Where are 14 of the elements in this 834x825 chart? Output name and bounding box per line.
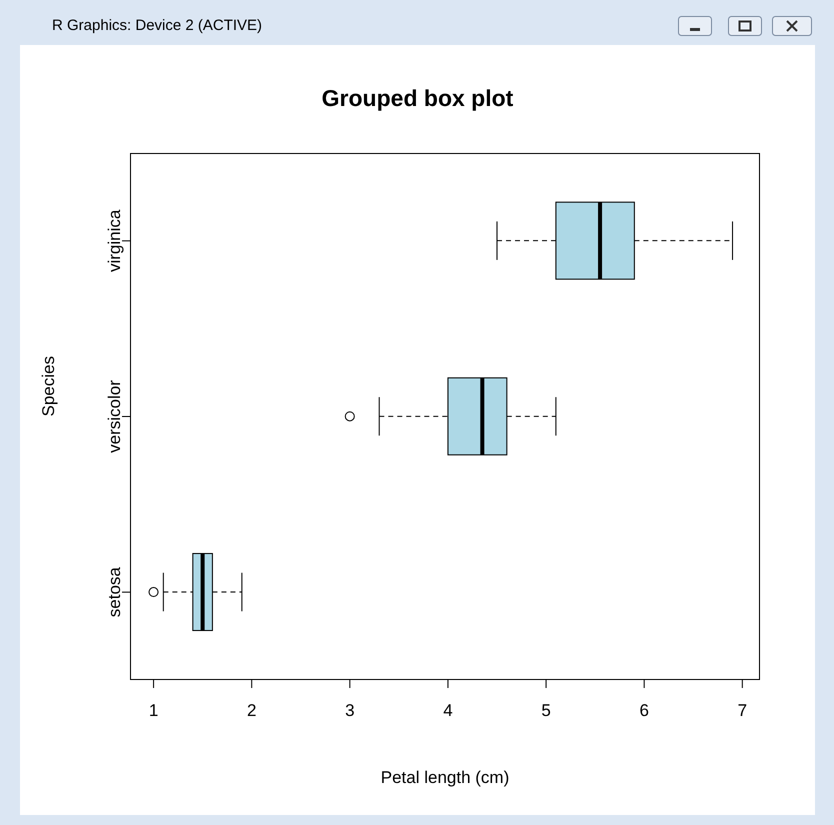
x-tick-label: 3 bbox=[345, 701, 355, 720]
x-tick-label: 1 bbox=[148, 701, 158, 720]
x-tick-label: 2 bbox=[246, 701, 256, 720]
x-tick-label: 4 bbox=[443, 701, 453, 720]
x-tick-label: 6 bbox=[639, 701, 649, 720]
y-tick-label: setosa bbox=[105, 566, 124, 618]
y-tick-label: virginica bbox=[105, 209, 124, 272]
x-tick-label: 5 bbox=[541, 701, 551, 720]
chart-title: Grouped box plot bbox=[320, 85, 514, 112]
y-tick-label: versicolor bbox=[105, 380, 124, 453]
y-axis-title: Species bbox=[39, 356, 58, 416]
text: R Graphics: Device 2 (ACTIVE) bbox=[52, 17, 262, 34]
x-tick-label: 7 bbox=[738, 701, 748, 720]
x-axis-title: Petal length (cm) bbox=[380, 768, 510, 787]
